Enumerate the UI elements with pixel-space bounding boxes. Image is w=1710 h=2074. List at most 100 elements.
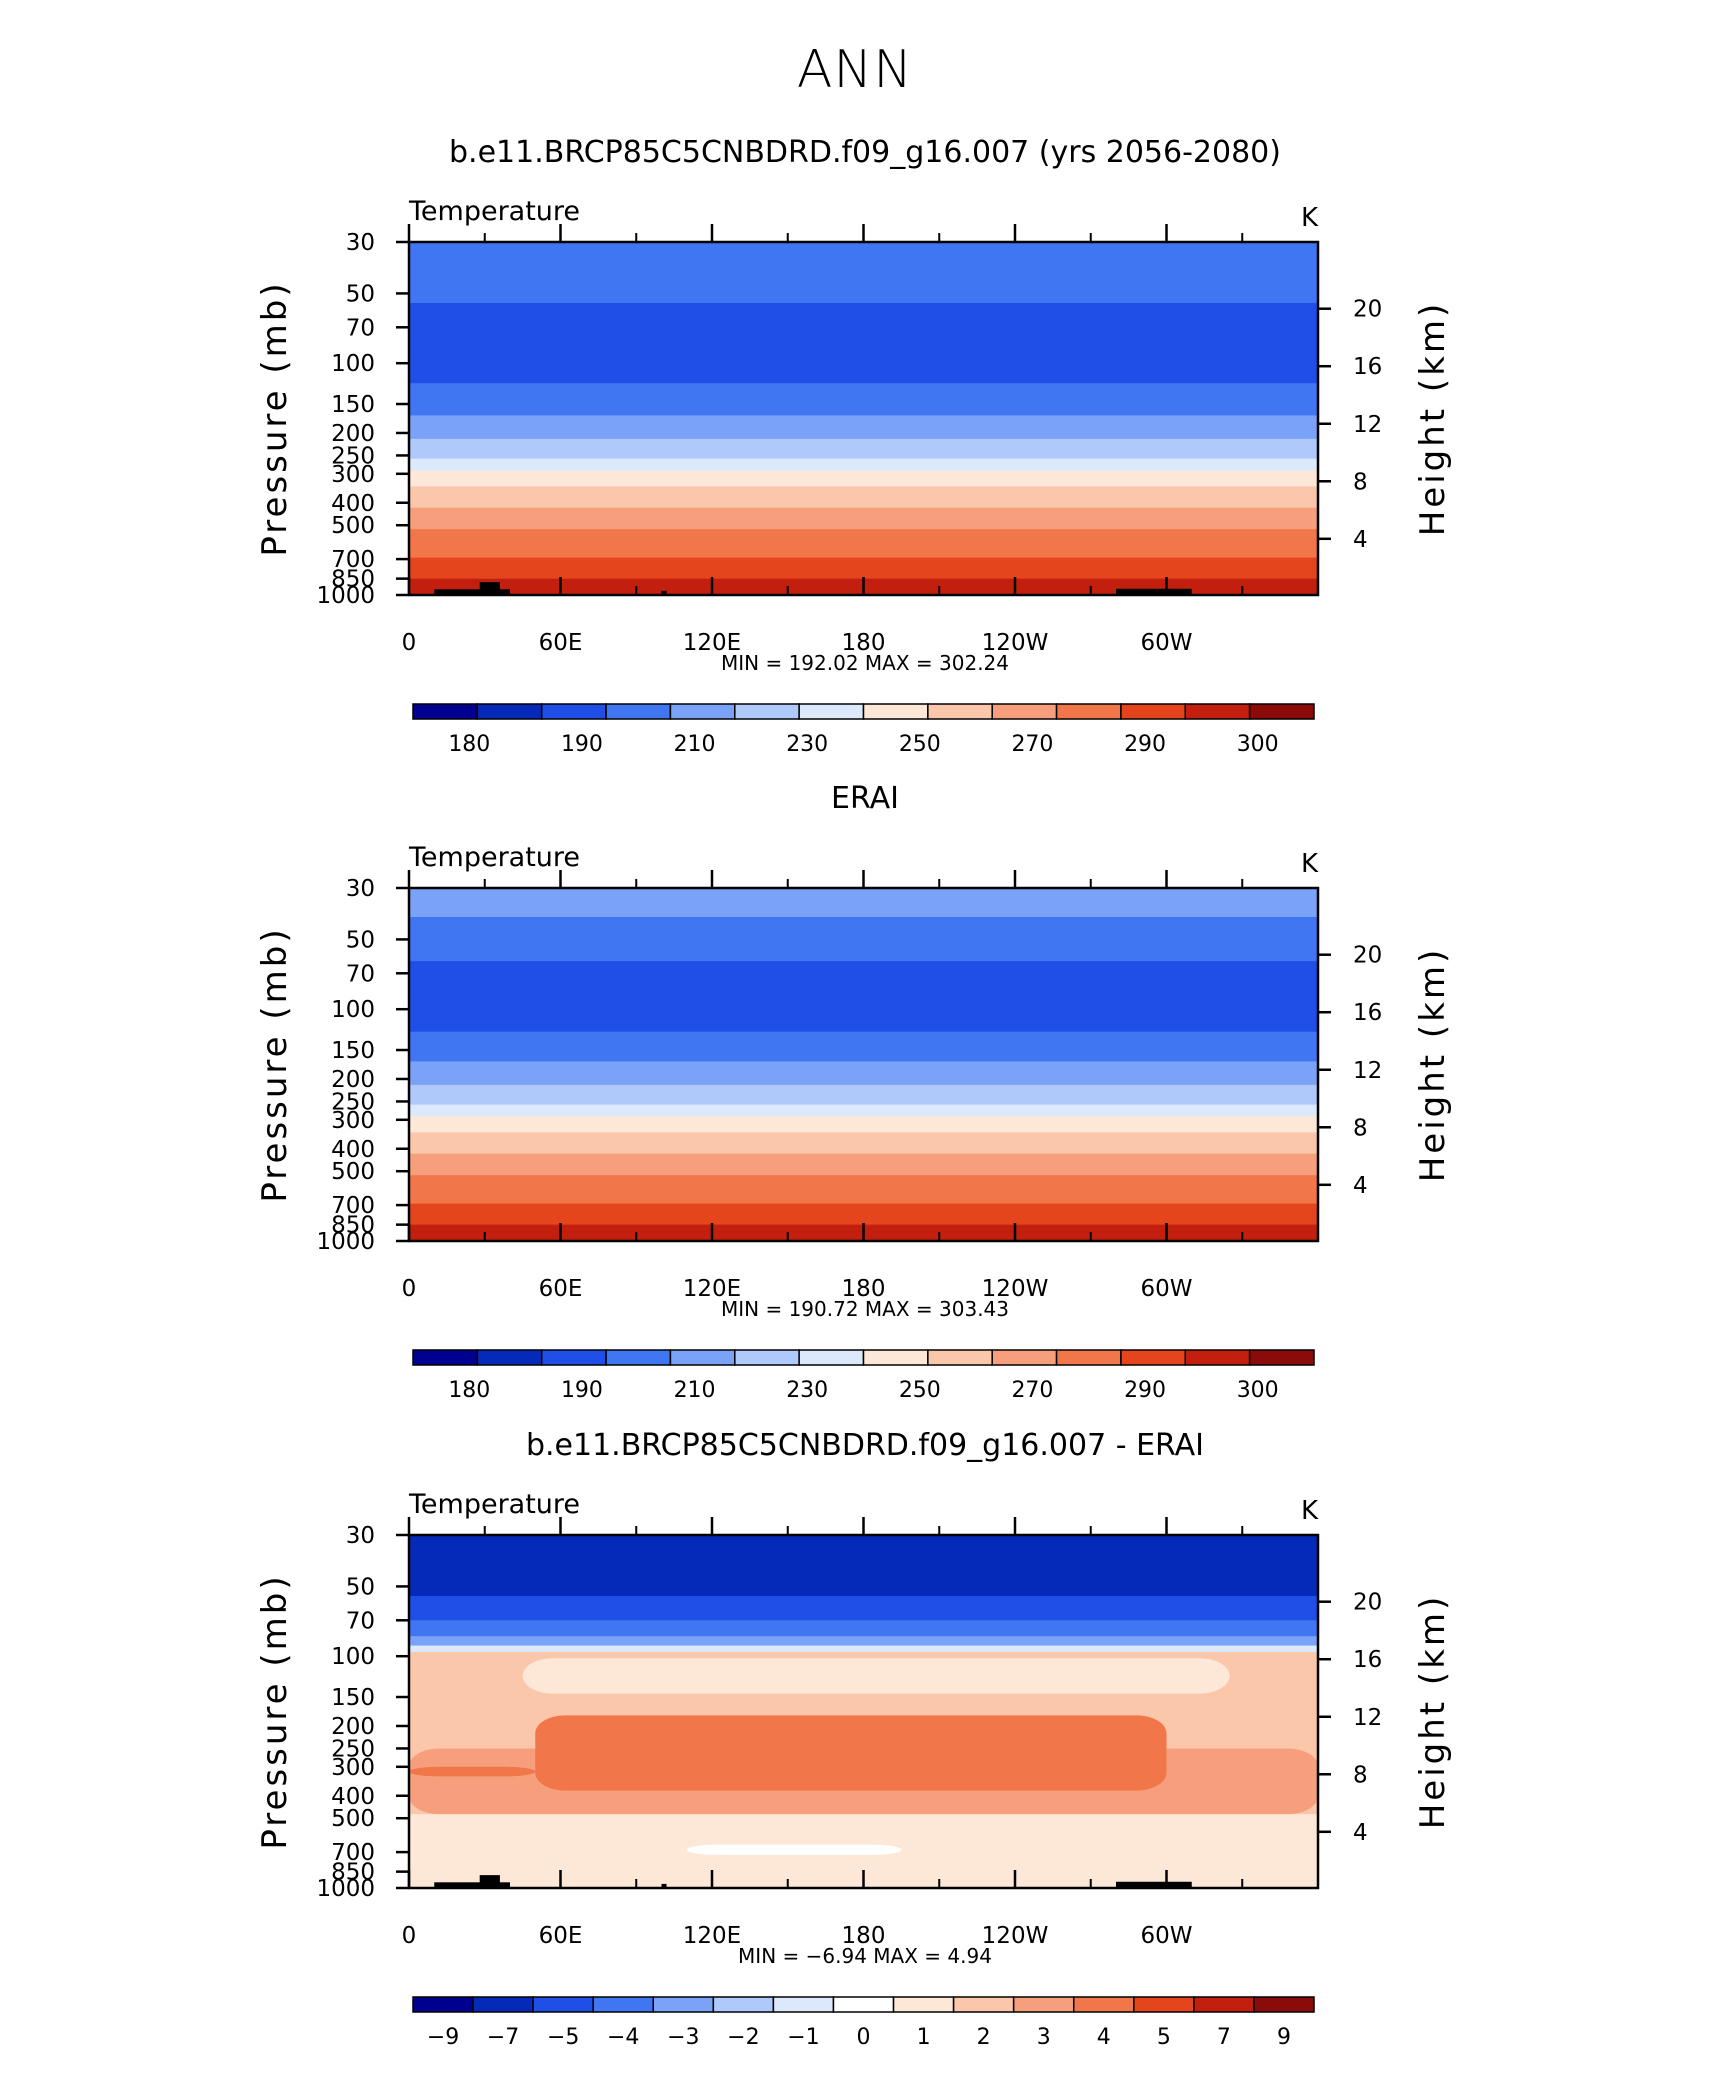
colorbar-swatch bbox=[1193, 1996, 1255, 2013]
colorbar-label: 3 bbox=[1037, 2025, 1051, 2050]
terrain-mask bbox=[661, 590, 667, 595]
right-tick-label: 8 bbox=[1353, 469, 1368, 495]
y-tick-label: 850 bbox=[331, 567, 375, 593]
y-tick-label: 250 bbox=[331, 1736, 375, 1762]
colorbar-label: −7 bbox=[487, 2025, 519, 2050]
y-tick-label: 500 bbox=[331, 1159, 375, 1185]
colorbar-label: 250 bbox=[899, 1378, 941, 1403]
y-tick-label: 150 bbox=[331, 1685, 375, 1711]
right-tick-label: 4 bbox=[1353, 1173, 1368, 1199]
y-tick-label: 500 bbox=[331, 1806, 375, 1832]
x-tick-label: 0 bbox=[402, 1276, 417, 1302]
right-tick-label: 16 bbox=[1353, 1000, 1382, 1026]
colorbar-label: −2 bbox=[727, 2025, 759, 2050]
colorbar-label: −5 bbox=[547, 2025, 579, 2050]
colorbar-swatch bbox=[1055, 1349, 1122, 1366]
panel-title: ERAI bbox=[831, 781, 899, 816]
contour-field bbox=[409, 888, 1318, 1241]
contour-band bbox=[409, 458, 1318, 471]
y-tick-label: 850 bbox=[331, 1860, 375, 1886]
terrain-mask bbox=[1116, 1881, 1192, 1888]
x-tick-label: 180 bbox=[842, 1923, 886, 1949]
colorbar-swatch bbox=[652, 1996, 715, 2013]
contour-band bbox=[409, 1596, 1318, 1621]
right-tick-label: 20 bbox=[1353, 943, 1382, 969]
panel-2: ERAI Temperature K 0 60E 120E 180 120W 60W 30 50 70… bbox=[255, 781, 1453, 1403]
right-tick-label: 20 bbox=[1353, 297, 1382, 323]
contour-field bbox=[409, 1535, 1318, 1888]
colorbar-swatch bbox=[669, 1349, 736, 1366]
colorbar-label: 270 bbox=[1011, 1378, 1053, 1403]
colorbar-swatch bbox=[798, 703, 865, 720]
y-tick-label: 500 bbox=[331, 513, 375, 539]
y-tick-label: 700 bbox=[331, 547, 375, 573]
colorbar-label: −9 bbox=[427, 2025, 459, 2050]
y-tick-label: 50 bbox=[346, 281, 375, 307]
contour-band bbox=[409, 916, 1318, 962]
y-tick-label: 400 bbox=[331, 491, 375, 517]
colorbar-swatch bbox=[862, 1349, 929, 1366]
colorbar-label: 190 bbox=[561, 732, 603, 757]
min-max-stats: MIN = −6.94 MAX = 4.94 bbox=[738, 1944, 992, 1968]
colorbar-swatch bbox=[712, 1996, 775, 2013]
y-tick-label: 300 bbox=[331, 1755, 375, 1781]
terrain-mask bbox=[479, 582, 500, 595]
terrain-mask bbox=[1116, 588, 1192, 595]
contour-band bbox=[409, 888, 1318, 918]
y-axis-label: Pressure (mb) bbox=[255, 1573, 295, 1849]
units-label: K bbox=[1301, 1496, 1319, 1526]
colorbar-label: 230 bbox=[786, 732, 828, 757]
colorbar-label: 180 bbox=[448, 732, 490, 757]
contour-band bbox=[409, 242, 1318, 304]
contour-region bbox=[535, 1715, 1167, 1791]
contour-band bbox=[409, 1104, 1318, 1117]
y-tick-label: 200 bbox=[331, 1067, 375, 1093]
y-tick-label: 1000 bbox=[316, 1876, 375, 1902]
contour-band bbox=[409, 470, 1318, 487]
contour-band bbox=[409, 1153, 1318, 1176]
y-tick-label: 250 bbox=[331, 1089, 375, 1115]
colorbar-swatch bbox=[1055, 703, 1122, 720]
contour-band bbox=[409, 529, 1318, 559]
colorbar-swatch bbox=[952, 1996, 1015, 2013]
colorbar-swatch bbox=[1248, 1349, 1315, 1366]
right-axis-label: Height (km) bbox=[1413, 301, 1453, 537]
colorbar-label: 9 bbox=[1277, 2025, 1291, 2050]
colorbar-label: 7 bbox=[1217, 2025, 1231, 2050]
colorbar-swatch bbox=[772, 1996, 835, 2013]
contour-band bbox=[409, 415, 1318, 440]
contour-band bbox=[409, 438, 1318, 460]
terrain-mask bbox=[434, 589, 510, 595]
colorbar-swatch bbox=[592, 1996, 655, 2013]
colorbar-label: 190 bbox=[561, 1378, 603, 1403]
colorbar-swatch bbox=[605, 1349, 672, 1366]
terrain-mask bbox=[479, 1875, 500, 1888]
panel-title: b.e11.BRCP85C5CNBDRD.f09_g16.007 - ERAI bbox=[526, 1428, 1204, 1463]
colorbar-swatch bbox=[540, 1349, 607, 1366]
right-tick-label: 20 bbox=[1353, 1590, 1382, 1616]
colorbar-label: 290 bbox=[1124, 732, 1166, 757]
x-tick-label: 60W bbox=[1140, 1276, 1192, 1302]
colorbar-swatch bbox=[832, 1996, 895, 2013]
contour-band bbox=[409, 1645, 1318, 1653]
right-tick-label: 8 bbox=[1353, 1762, 1368, 1788]
colorbar-swatch bbox=[1184, 703, 1251, 720]
contour-band bbox=[409, 961, 1318, 1033]
contour-band bbox=[409, 1132, 1318, 1155]
y-tick-label: 30 bbox=[346, 1523, 375, 1549]
y-tick-label: 150 bbox=[331, 392, 375, 418]
y-tick-label: 300 bbox=[331, 462, 375, 488]
y-tick-label: 250 bbox=[331, 443, 375, 469]
min-max-stats: MIN = 190.72 MAX = 303.43 bbox=[721, 1297, 1009, 1321]
colorbar-label: 250 bbox=[899, 732, 941, 757]
x-tick-label: 0 bbox=[402, 1923, 417, 1949]
right-tick-label: 4 bbox=[1353, 527, 1368, 553]
contour-band bbox=[409, 1084, 1318, 1106]
y-tick-label: 200 bbox=[331, 1714, 375, 1740]
x-tick-label: 120E bbox=[683, 1923, 741, 1949]
variable-label: Temperature bbox=[408, 1489, 580, 1520]
x-tick-label: 120W bbox=[982, 1276, 1049, 1302]
colorbar-label: −3 bbox=[667, 2025, 699, 2050]
y-tick-label: 700 bbox=[331, 1193, 375, 1219]
